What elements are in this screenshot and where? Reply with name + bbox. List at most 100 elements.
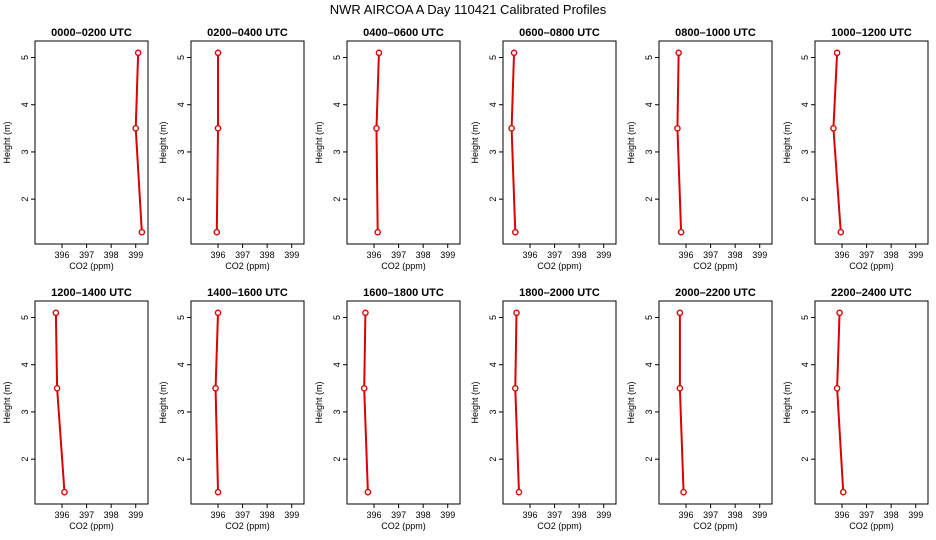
panel-11: 2000–2200 UTC 396 397 398 399 2 3 4 5 CO2 (ppm) He… [626, 287, 773, 531]
x-tick-label: 397 [79, 510, 94, 520]
x-tick-label: 399 [752, 510, 767, 520]
data-point [837, 228, 845, 236]
panel-title: 1800–2000 UTC [519, 287, 600, 299]
plot-frame [190, 40, 305, 245]
y-tick-label: 5 [800, 55, 810, 60]
x-axis-label: CO2 (ppm) [537, 261, 582, 271]
panel-3: 0400–0600 UTC 396 397 398 399 2 3 4 5 CO2 (ppm) He… [314, 27, 461, 271]
panel-title: 0600–0800 UTC [519, 27, 600, 39]
x-tick-label: 398 [416, 510, 431, 520]
data-point [508, 125, 515, 132]
x-axis-label: CO2 (ppm) [381, 521, 426, 531]
panel-4: 0600–0800 UTC 396 397 398 399 2 3 4 5 CO2 (ppm) He… [470, 27, 617, 271]
x-tick-label: 398 [260, 250, 275, 260]
data-point [830, 125, 837, 132]
y-axis-label: Height (m) [782, 381, 792, 423]
panel-title: 0400–0600 UTC [363, 27, 444, 39]
data-point [511, 228, 519, 236]
panel-title: 0000–0200 UTC [51, 27, 132, 39]
panel-2: 0200–0400 UTC 396 397 398 399 2 3 4 5 CO2 (ppm) He… [158, 27, 305, 271]
profile-line [832, 52, 842, 233]
panel-8: 1400–1600 UTC 396 397 398 399 2 3 4 5 CO2 (ppm) He… [158, 287, 305, 531]
x-tick-label: 397 [235, 510, 250, 520]
plot-frame [34, 40, 149, 245]
y-axis-label: Height (m) [2, 381, 12, 423]
x-tick-label: 399 [752, 250, 767, 260]
data-point [375, 49, 383, 57]
data-point [373, 125, 380, 132]
plot-frame [814, 40, 929, 245]
profile-line [676, 52, 683, 233]
profile-line [375, 52, 380, 233]
x-tick-label: 399 [284, 510, 299, 520]
y-tick-label: 2 [20, 457, 30, 462]
data-point [53, 385, 61, 392]
panel-6: 1000–1200 UTC 396 397 398 399 2 3 4 5 CO2 (ppm) He… [782, 27, 929, 271]
y-tick-label: 4 [488, 362, 498, 367]
x-tick-label: 397 [391, 250, 406, 260]
data-point [839, 488, 847, 496]
data-point [510, 49, 518, 57]
x-tick-label: 396 [367, 510, 382, 520]
x-tick-label: 398 [728, 250, 743, 260]
y-tick-label: 5 [20, 315, 30, 320]
y-tick-label: 4 [20, 362, 30, 367]
data-point [138, 228, 146, 236]
y-tick-label: 3 [176, 149, 186, 154]
y-tick-label: 3 [800, 409, 810, 414]
data-point [362, 309, 369, 317]
y-tick-label: 2 [176, 457, 186, 462]
x-tick-label: 396 [523, 250, 538, 260]
x-tick-label: 398 [104, 250, 119, 260]
y-axis-label: Height (m) [2, 121, 12, 163]
plot-frame [658, 300, 773, 505]
x-axis-label: CO2 (ppm) [225, 521, 270, 531]
panel-title: 2200–2400 UTC [831, 287, 912, 299]
data-point [134, 49, 142, 57]
data-point [511, 385, 519, 392]
y-tick-label: 5 [176, 55, 186, 60]
x-tick-label: 398 [572, 250, 587, 260]
y-tick-label: 4 [644, 102, 654, 107]
y-axis-label: Height (m) [470, 121, 480, 163]
data-point [833, 385, 841, 392]
y-tick-label: 3 [20, 149, 30, 154]
data-point [132, 125, 140, 132]
data-point [364, 488, 372, 496]
data-point [214, 309, 222, 317]
data-point [360, 385, 368, 392]
data-point [513, 309, 520, 317]
y-axis-label: Height (m) [626, 121, 636, 163]
panel-title: 0800–1000 UTC [675, 27, 756, 39]
plot-frame [346, 300, 461, 505]
x-tick-label: 396 [211, 510, 226, 520]
panel-10: 1800–2000 UTC 396 397 398 399 2 3 4 5 CO2 (ppm) He… [470, 287, 617, 531]
x-axis-label: CO2 (ppm) [693, 261, 738, 271]
panel-1: 0000–0200 UTC 396 397 398 399 2 3 4 5 CO2 (ppm) He… [2, 27, 149, 271]
x-tick-label: 396 [211, 250, 226, 260]
y-tick-label: 5 [488, 315, 498, 320]
profile-line [54, 312, 66, 493]
data-point [214, 488, 222, 496]
x-tick-label: 397 [859, 250, 874, 260]
x-tick-label: 398 [884, 250, 899, 260]
y-tick-label: 2 [800, 457, 810, 462]
y-axis-label: Height (m) [314, 121, 324, 163]
x-tick-label: 397 [391, 510, 406, 520]
y-tick-label: 3 [332, 149, 342, 154]
x-axis-label: CO2 (ppm) [69, 521, 114, 531]
y-tick-label: 2 [332, 457, 342, 462]
panel-title: 1600–1800 UTC [363, 287, 444, 299]
profile-line [678, 312, 685, 493]
x-tick-label: 397 [547, 250, 562, 260]
x-tick-label: 396 [679, 250, 694, 260]
plot-frame [502, 300, 617, 505]
x-tick-label: 397 [859, 510, 874, 520]
plot-frame [658, 40, 773, 245]
x-tick-label: 398 [260, 510, 275, 520]
y-tick-label: 4 [800, 362, 810, 367]
x-tick-label: 399 [128, 250, 143, 260]
x-axis-label: CO2 (ppm) [693, 521, 738, 531]
